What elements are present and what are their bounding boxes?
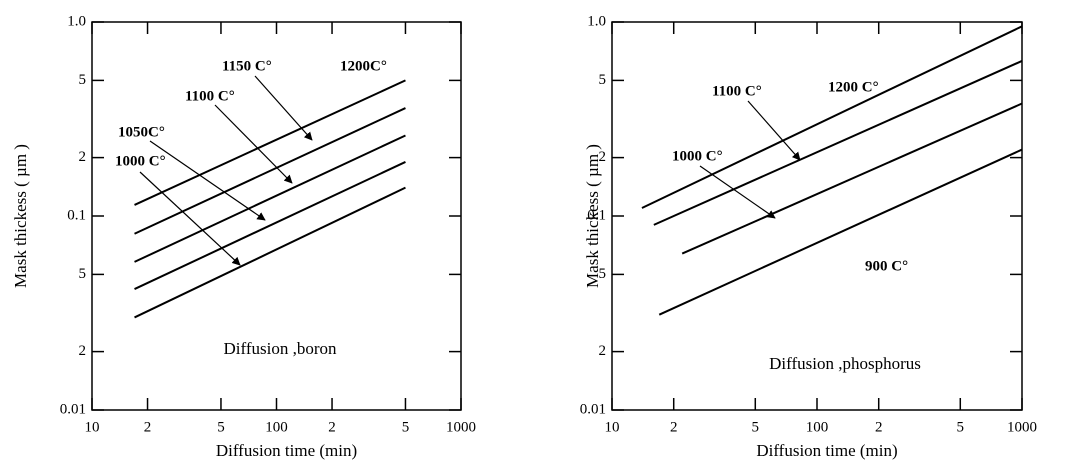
- label-arrow: [149, 140, 266, 221]
- x-tick-label: 1000: [446, 419, 476, 435]
- series-label: 1000 C°: [115, 153, 166, 169]
- series-label: 1000 C°: [672, 148, 723, 164]
- series-line: [653, 60, 1023, 226]
- series-label: 900 C°: [865, 258, 908, 274]
- y-tick-label: 5: [599, 266, 607, 282]
- y-tick-label: 2: [599, 343, 607, 359]
- series-label: 1100 C°: [185, 88, 235, 104]
- series-line: [681, 102, 1023, 255]
- series-label: 1200C°: [340, 58, 387, 74]
- label-arrow: [254, 75, 313, 141]
- series-label: 1100 C°: [712, 83, 762, 99]
- y-axis-label: Mask thickess ( µm ): [11, 144, 30, 288]
- y-tick-label: 0.01: [580, 401, 606, 417]
- x-tick-label: 100: [806, 419, 829, 435]
- series-label: 1150 C°: [222, 58, 272, 74]
- x-axis-label: Diffusion time (min): [756, 441, 897, 460]
- y-tick-label: 1.0: [67, 13, 86, 29]
- series-label: 1050C°: [118, 124, 165, 140]
- x-tick-label: 2: [144, 419, 152, 435]
- y-tick-label: 0.1: [587, 207, 606, 223]
- series-line: [658, 148, 1023, 316]
- y-tick-label: 2: [599, 149, 607, 165]
- series-line: [134, 161, 406, 290]
- x-tick-label: 2: [875, 419, 883, 435]
- series-line: [134, 134, 406, 263]
- series-line: [641, 25, 1023, 209]
- y-axis-label: Mask thickess ( µm ): [583, 144, 602, 288]
- x-axis-label: Diffusion time (min): [216, 441, 357, 460]
- annotation: Diffusion ,boron: [223, 339, 337, 358]
- x-tick-label: 100: [265, 419, 288, 435]
- x-tick-label: 5: [957, 419, 965, 435]
- y-tick-label: 0.01: [60, 401, 86, 417]
- x-tick-label: 1000: [1007, 419, 1037, 435]
- y-tick-label: 5: [79, 266, 87, 282]
- y-tick-label: 1.0: [587, 13, 606, 29]
- label-arrow: [139, 171, 241, 266]
- x-tick-label: 2: [670, 419, 678, 435]
- series-line: [134, 79, 406, 206]
- x-tick-label: 5: [217, 419, 225, 435]
- y-tick-label: 5: [79, 72, 87, 88]
- y-tick-label: 0.1: [67, 207, 86, 223]
- y-tick-label: 5: [599, 72, 607, 88]
- series-label: 1200 C°: [828, 79, 879, 95]
- x-tick-label: 2: [328, 419, 336, 435]
- series-line: [134, 186, 406, 319]
- label-arrow: [214, 104, 293, 184]
- x-tick-label: 10: [605, 419, 620, 435]
- x-tick-label: 5: [402, 419, 410, 435]
- series-line: [134, 107, 406, 235]
- x-tick-label: 10: [85, 419, 100, 435]
- x-tick-label: 5: [752, 419, 760, 435]
- annotation: Diffusion ,phosphorus: [769, 354, 921, 373]
- label-arrow: [747, 100, 801, 161]
- y-tick-label: 2: [79, 149, 87, 165]
- y-tick-label: 2: [79, 343, 87, 359]
